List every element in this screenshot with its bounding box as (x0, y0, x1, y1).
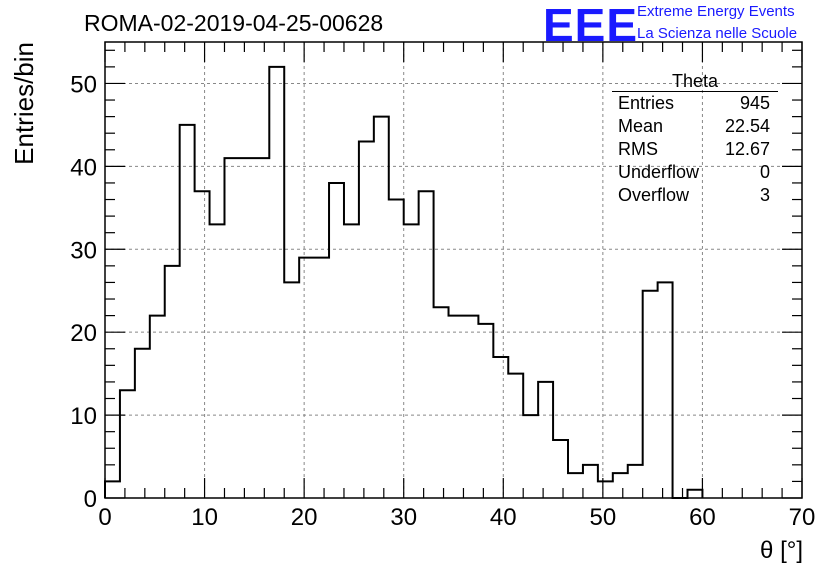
stats-value: 22.54 (724, 116, 770, 136)
stats-row: RMS 12.67 (612, 138, 778, 161)
stats-label: Mean (618, 116, 664, 136)
stats-row: Overflow 3 (612, 184, 778, 207)
chart-title: ROMA-02-2019-04-25-00628 (84, 10, 384, 36)
stats-value: 3 (759, 185, 770, 205)
stats-box: Theta Entries 945 Mean 22.54 RMS 12.67 U… (612, 72, 778, 207)
x-tick-label: 10 (191, 504, 218, 531)
x-tick-label: 30 (390, 504, 417, 531)
x-tick-label: 40 (490, 504, 517, 531)
stats-title: Theta (612, 72, 778, 92)
stats-value: 945 (739, 93, 770, 113)
axis-ticks (104, 42, 803, 499)
stats-row: Entries 945 (612, 92, 778, 115)
y-tick-label: 20 (70, 320, 97, 347)
y-tick-label: 0 (84, 486, 97, 513)
stats-label: Overflow (618, 185, 690, 205)
stats-value: 0 (759, 162, 770, 182)
stats-label: RMS (618, 139, 658, 159)
x-tick-label: 60 (689, 504, 716, 531)
stats-row: Underflow 0 (612, 161, 778, 184)
y-tick-label: 10 (70, 403, 97, 430)
y-tick-label: 40 (70, 154, 97, 181)
y-axis-label: Entries/bin (9, 42, 39, 165)
x-tick-label: 50 (590, 504, 617, 531)
y-tick-label: 30 (70, 237, 97, 264)
histogram-series (104, 65, 704, 499)
x-tick-label: 0 (98, 504, 111, 531)
stats-row: Mean 22.54 (612, 115, 778, 138)
stats-label: Entries (618, 93, 675, 113)
x-tick-label: 20 (291, 504, 318, 531)
y-tick-label: 50 (70, 71, 97, 98)
logo-line-1: Extreme Energy Events (637, 3, 795, 20)
x-axis-label: θ [°] (760, 537, 803, 564)
logo-line-2: La Scienza nelle Scuole (637, 25, 798, 42)
stats-value: 12.67 (724, 139, 770, 159)
x-tick-label: 70 (789, 504, 816, 531)
plot-frame (104, 41, 803, 499)
grid-lines (105, 42, 802, 498)
eee-logo: EEE (543, 0, 639, 51)
stats-label: Underflow (618, 162, 700, 182)
